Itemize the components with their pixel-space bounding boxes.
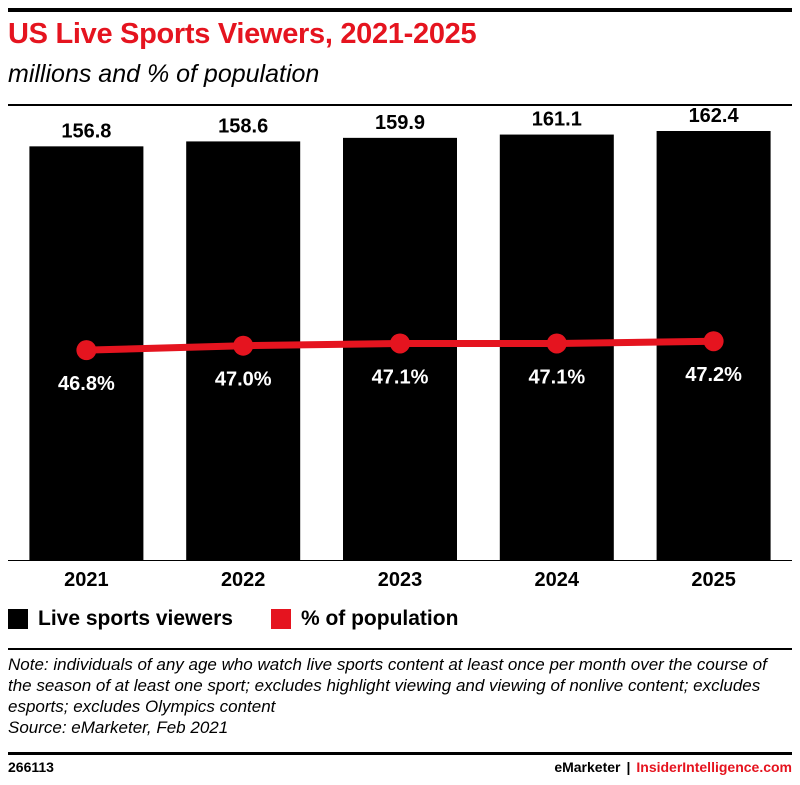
bar-value-label-2025: 162.4 (689, 105, 740, 127)
bar-value-label-2021: 156.8 (61, 120, 111, 142)
bar-value-label-2023: 159.9 (375, 112, 425, 134)
bottom-rule (8, 752, 792, 755)
population-label-2024: 47.1% (528, 366, 585, 388)
chart-id: 266113 (8, 759, 54, 775)
population-label-2021: 46.8% (58, 373, 115, 395)
brand-insider-intelligence: InsiderIntelligence.com (636, 759, 792, 775)
chart-subtitle: millions and % of population (8, 60, 320, 88)
population-label-2022: 47.0% (215, 369, 272, 391)
chart-title: US Live Sports Viewers, 2021-2025 (8, 18, 477, 50)
chart-area: 156.8 2021 158.6 2022 159.9 2023 161.1 2024 162.… (8, 105, 792, 591)
note-text: Note: individuals of any age who watch l… (8, 655, 767, 716)
legend-label-viewers: Live sports viewers (38, 607, 233, 630)
legend: Live sports viewers % of population (8, 604, 496, 634)
x-tick-label-2023: 2023 (378, 569, 423, 591)
source-text: Source: eMarketer, Feb 2021 (8, 718, 229, 737)
x-tick-label-2024: 2024 (535, 569, 580, 591)
population-point-2024 (546, 333, 567, 354)
legend-swatch-viewers (8, 609, 28, 629)
x-tick-label-2022: 2022 (221, 569, 266, 591)
population-point-2021 (76, 340, 97, 361)
x-tick-label-2021: 2021 (64, 569, 109, 591)
bar-value-label-2024: 161.1 (532, 109, 582, 131)
population-point-2022 (233, 335, 254, 356)
population-label-2023: 47.1% (372, 366, 429, 388)
legend-label-population: % of population (300, 607, 459, 630)
population-label-2025: 47.2% (685, 364, 742, 386)
x-tick-label-2025: 2025 (691, 569, 736, 591)
note-block: Note: individuals of any age who watch l… (8, 654, 792, 738)
footer-brand: eMarketer | InsiderIntelligence.com (554, 759, 792, 775)
legend-item-viewers: Live sports viewers (8, 607, 233, 631)
population-point-2025 (703, 331, 724, 352)
legend-item-population: % of population (270, 607, 459, 631)
chart-top-rule (8, 104, 792, 106)
top-rule (8, 8, 792, 12)
note-rule (8, 648, 792, 650)
brand-emarketer: eMarketer (554, 759, 621, 775)
bar-value-label-2022: 158.6 (218, 115, 268, 137)
population-point-2023 (390, 333, 410, 354)
brand-separator: | (626, 759, 631, 775)
legend-swatch-population (270, 609, 291, 629)
